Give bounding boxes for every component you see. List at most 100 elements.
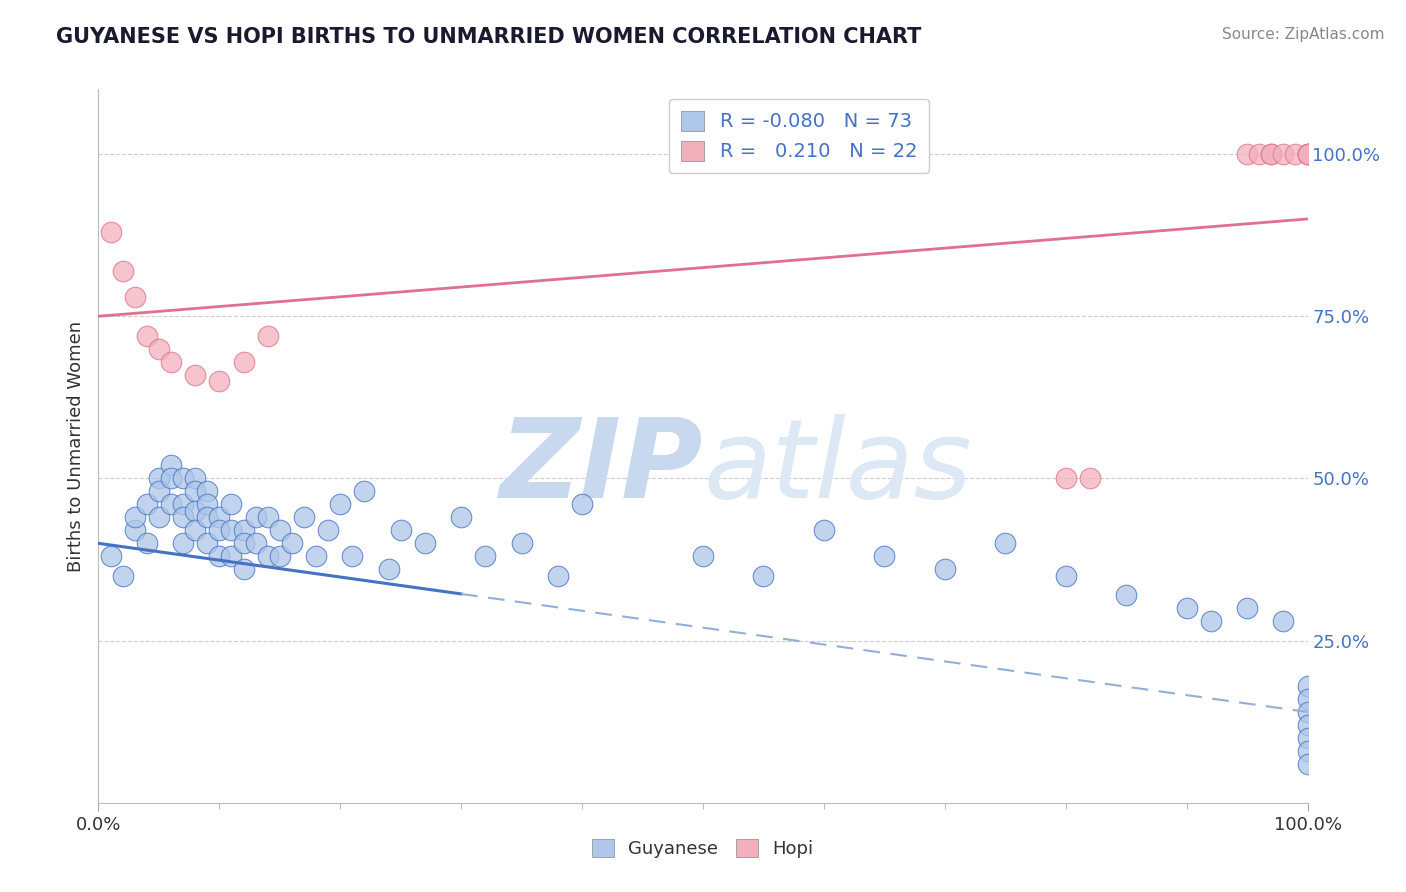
Point bbox=[256, 328, 278, 343]
Point bbox=[184, 504, 207, 518]
Point bbox=[389, 524, 412, 538]
Point bbox=[1296, 756, 1319, 771]
Point bbox=[1260, 147, 1282, 161]
Point bbox=[510, 536, 533, 550]
Point bbox=[221, 497, 243, 511]
Point bbox=[1272, 614, 1295, 628]
Point bbox=[208, 374, 231, 388]
Y-axis label: Births to Unmarried Women: Births to Unmarried Women bbox=[66, 320, 84, 572]
Point bbox=[172, 510, 194, 524]
Point bbox=[160, 458, 183, 473]
Point bbox=[1284, 147, 1306, 161]
Point bbox=[1296, 147, 1319, 161]
Point bbox=[1296, 147, 1319, 161]
Point bbox=[100, 549, 122, 564]
Point bbox=[232, 562, 254, 576]
Point bbox=[292, 510, 315, 524]
Point bbox=[450, 510, 472, 524]
Point bbox=[100, 225, 122, 239]
Point bbox=[1078, 471, 1101, 485]
Text: Source: ZipAtlas.com: Source: ZipAtlas.com bbox=[1222, 27, 1385, 42]
Point bbox=[148, 342, 170, 356]
Point bbox=[1272, 147, 1295, 161]
Point bbox=[994, 536, 1017, 550]
Point bbox=[329, 497, 352, 511]
Point bbox=[269, 549, 291, 564]
Point bbox=[413, 536, 436, 550]
Point bbox=[692, 549, 714, 564]
Point bbox=[172, 497, 194, 511]
Point bbox=[571, 497, 593, 511]
Point bbox=[1296, 147, 1319, 161]
Point bbox=[208, 510, 231, 524]
Point bbox=[269, 524, 291, 538]
Point bbox=[148, 484, 170, 499]
Point bbox=[547, 568, 569, 582]
Point bbox=[124, 290, 146, 304]
Point bbox=[232, 354, 254, 368]
Point bbox=[160, 354, 183, 368]
Point bbox=[342, 549, 364, 564]
Point bbox=[184, 471, 207, 485]
Point bbox=[1296, 718, 1319, 732]
Point bbox=[195, 510, 218, 524]
Point bbox=[1260, 147, 1282, 161]
Point bbox=[221, 524, 243, 538]
Point bbox=[305, 549, 328, 564]
Point bbox=[245, 536, 267, 550]
Point bbox=[873, 549, 896, 564]
Point bbox=[1296, 692, 1319, 706]
Point bbox=[148, 471, 170, 485]
Point bbox=[160, 497, 183, 511]
Point bbox=[1296, 705, 1319, 719]
Point bbox=[1249, 147, 1271, 161]
Point bbox=[1199, 614, 1222, 628]
Point bbox=[148, 510, 170, 524]
Point bbox=[1296, 744, 1319, 758]
Point bbox=[232, 524, 254, 538]
Point bbox=[281, 536, 304, 550]
Point bbox=[1115, 588, 1137, 602]
Point bbox=[1236, 601, 1258, 615]
Point bbox=[111, 568, 134, 582]
Point bbox=[111, 264, 134, 278]
Point bbox=[1296, 147, 1319, 161]
Point bbox=[195, 497, 218, 511]
Point bbox=[377, 562, 399, 576]
Point bbox=[195, 484, 218, 499]
Point bbox=[353, 484, 375, 499]
Point bbox=[135, 328, 157, 343]
Point bbox=[1054, 568, 1077, 582]
Point bbox=[184, 484, 207, 499]
Point bbox=[1054, 471, 1077, 485]
Point bbox=[184, 524, 207, 538]
Point bbox=[256, 510, 278, 524]
Point bbox=[316, 524, 339, 538]
Point bbox=[195, 536, 218, 550]
Point bbox=[124, 510, 146, 524]
Point bbox=[124, 524, 146, 538]
Point bbox=[474, 549, 496, 564]
Point bbox=[160, 471, 183, 485]
Point bbox=[135, 497, 157, 511]
Point bbox=[1296, 731, 1319, 745]
Point bbox=[172, 471, 194, 485]
Point bbox=[172, 536, 194, 550]
Point bbox=[208, 549, 231, 564]
Text: atlas: atlas bbox=[703, 414, 972, 521]
Point bbox=[208, 524, 231, 538]
Legend: Guyanese, Hopi: Guyanese, Hopi bbox=[585, 831, 821, 865]
Text: ZIP: ZIP bbox=[499, 414, 703, 521]
Point bbox=[1236, 147, 1258, 161]
Point bbox=[221, 549, 243, 564]
Point bbox=[934, 562, 956, 576]
Point bbox=[256, 549, 278, 564]
Point bbox=[232, 536, 254, 550]
Point bbox=[184, 368, 207, 382]
Point bbox=[245, 510, 267, 524]
Text: GUYANESE VS HOPI BIRTHS TO UNMARRIED WOMEN CORRELATION CHART: GUYANESE VS HOPI BIRTHS TO UNMARRIED WOM… bbox=[56, 27, 921, 46]
Point bbox=[1175, 601, 1198, 615]
Point bbox=[1296, 679, 1319, 693]
Point bbox=[135, 536, 157, 550]
Point bbox=[813, 524, 835, 538]
